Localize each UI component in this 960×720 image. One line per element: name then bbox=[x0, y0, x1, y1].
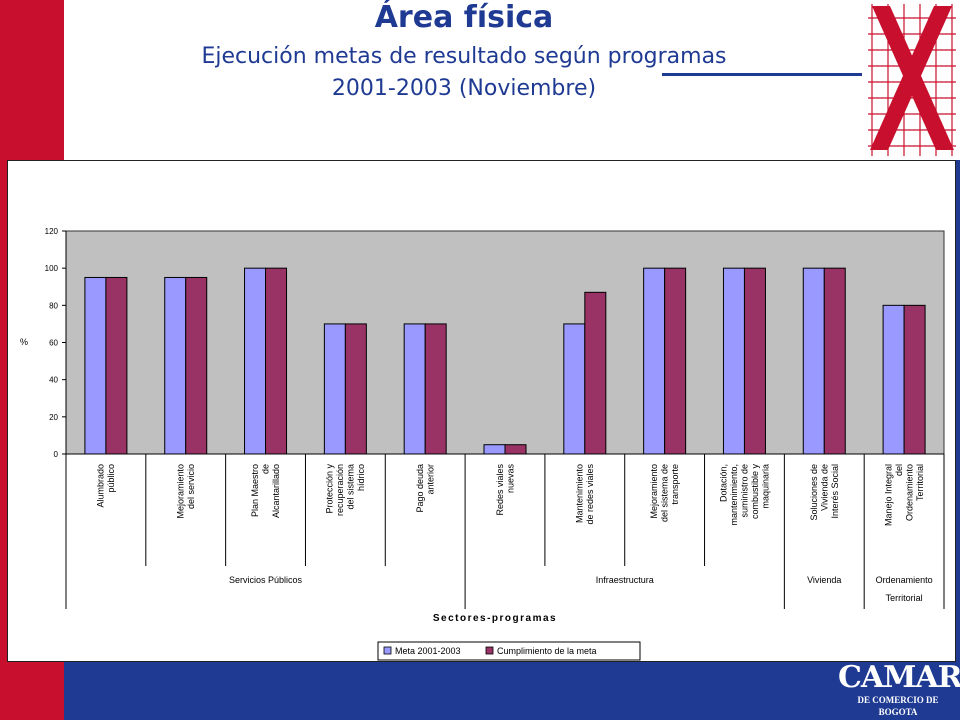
bar-cumplimiento-4 bbox=[344, 323, 367, 455]
bar-meta-4 bbox=[323, 323, 346, 455]
category-label-3: Plan Maestro de Alcantarillado bbox=[250, 464, 281, 518]
category-label-line: maquinaria bbox=[760, 464, 770, 509]
category-label-line: Protección y bbox=[325, 464, 335, 514]
group-label-3: Vivienda bbox=[807, 575, 841, 585]
category-label-line: mantenimiento, bbox=[729, 464, 739, 526]
category-label-line: Mantenimiento bbox=[575, 464, 585, 523]
category-label-line: suministro de bbox=[739, 464, 749, 518]
legend-swatch-1 bbox=[383, 646, 392, 655]
category-label-line: de redes viales bbox=[585, 464, 595, 525]
bar-meta-5 bbox=[403, 323, 426, 455]
category-label-9: Dotación, mantenimiento, suministro de comb… bbox=[718, 464, 770, 526]
category-label-8: Mejoramiento del sistema de transporte bbox=[649, 464, 680, 522]
category-label-line: Manejo Integral bbox=[883, 464, 893, 526]
y-tick-label: 100 bbox=[45, 264, 59, 273]
category-label-line: anterior bbox=[425, 464, 435, 495]
category-label-5: Pago deuda anterior bbox=[415, 464, 436, 513]
bar-cumplimiento-9 bbox=[743, 267, 766, 455]
bar-cumplimiento-10 bbox=[823, 267, 846, 455]
bar-meta-2 bbox=[164, 276, 187, 455]
category-label-line: de bbox=[261, 464, 271, 474]
category-label-line: público bbox=[106, 464, 116, 493]
legend-box bbox=[377, 641, 641, 661]
category-label-11: Manejo Integral del Ordenamiento Territoria… bbox=[883, 464, 925, 526]
y-axis-title: % bbox=[20, 337, 28, 347]
bar-cumplimiento-7 bbox=[584, 291, 607, 455]
group-label-1: Servicios Públicos bbox=[229, 575, 303, 585]
bar-cumplimiento-1 bbox=[105, 276, 128, 455]
category-label-line: del bbox=[894, 464, 904, 476]
category-label-line: Alcantarillado bbox=[271, 464, 281, 518]
slide-title: Área física bbox=[374, 0, 554, 35]
category-label-line: recuperación bbox=[335, 464, 345, 516]
category-label-6: Redes viales nuevas bbox=[495, 464, 516, 516]
category-label-line: hídrico bbox=[356, 464, 366, 491]
category-label-line: Plan Maestro bbox=[250, 464, 260, 517]
bar-cumplimiento-6 bbox=[504, 444, 527, 455]
title-rule bbox=[662, 73, 862, 76]
category-label-line: Soluciones de bbox=[809, 464, 819, 521]
title-area bbox=[64, 0, 864, 160]
category-label-line: del sistema de bbox=[660, 464, 670, 522]
category-label-10: Soluciones de Vivienda de Interés Social bbox=[809, 464, 840, 521]
y-tick-label: 40 bbox=[49, 376, 58, 385]
bar-meta-3 bbox=[244, 267, 267, 455]
slide-subtitle-line1: Ejecución metas de resultado según progr… bbox=[201, 44, 727, 69]
bar-meta-6 bbox=[483, 444, 506, 455]
bar-meta-11 bbox=[882, 304, 905, 455]
category-label-line: del servicio bbox=[186, 464, 196, 509]
bar-cumplimiento-8 bbox=[664, 267, 687, 455]
category-label-line: Vivienda de bbox=[819, 464, 829, 511]
slide-subtitle-line2: 2001-2003 (Noviembre) bbox=[331, 76, 597, 101]
group-label-4: Territorial bbox=[886, 593, 923, 603]
bar-meta-9 bbox=[722, 267, 745, 455]
category-label-line: Alumbrado bbox=[96, 464, 106, 508]
legend-label-2: Cumplimiento de la meta bbox=[497, 646, 597, 656]
category-label-line: Mejoramiento bbox=[649, 464, 659, 519]
y-tick-label: 20 bbox=[49, 413, 58, 422]
group-label-2: Infraestructura bbox=[596, 575, 654, 585]
legend: Meta 2001-2003 Cumplimiento de la meta bbox=[377, 641, 641, 661]
category-label-line: nuevas bbox=[505, 464, 515, 494]
brand-name: CAMARA bbox=[838, 660, 960, 695]
category-label-line: Interés Social bbox=[830, 464, 840, 519]
category-label-line: Pago deuda bbox=[415, 464, 425, 513]
bar-chart: 0 20 40 60 80 100 120 Alumbrado público Mejorami… bbox=[20, 227, 945, 661]
y-tick-label: 60 bbox=[49, 339, 58, 348]
chart-frame: 0 20 40 60 80 100 120 Alumbrado público Mejorami… bbox=[7, 160, 956, 662]
x-crosshatch-logo-icon bbox=[868, 4, 956, 156]
category-label-line: del sistema bbox=[346, 464, 356, 510]
category-label-line: Mejoramiento bbox=[175, 464, 185, 519]
category-label-line: transporte bbox=[670, 464, 680, 505]
category-label-line: Dotación, bbox=[718, 464, 728, 502]
y-tick-label: 80 bbox=[49, 301, 58, 310]
bar-meta-10 bbox=[802, 267, 825, 455]
bar-meta-7 bbox=[563, 323, 586, 455]
legend-swatch-2 bbox=[485, 646, 494, 655]
bar-meta-8 bbox=[643, 267, 666, 455]
legend-label-1: Meta 2001-2003 bbox=[395, 646, 461, 656]
category-label-2: Mejoramiento del servicio bbox=[175, 464, 196, 519]
y-tick-label: 120 bbox=[45, 227, 59, 236]
y-tick-label: 0 bbox=[54, 450, 59, 459]
category-label-line: Ordenamiento bbox=[904, 464, 914, 521]
category-label-7: Mantenimiento de redes viales bbox=[575, 464, 596, 525]
bar-cumplimiento-5 bbox=[424, 323, 447, 455]
x-axis-title: Sectores-programas bbox=[433, 613, 557, 624]
bar-cumplimiento-2 bbox=[185, 276, 208, 455]
bar-cumplimiento-11 bbox=[903, 304, 926, 455]
bar-meta-1 bbox=[84, 276, 107, 455]
group-label-4: Ordenamiento bbox=[876, 575, 933, 585]
plot-area bbox=[65, 230, 945, 455]
category-label-line: combustible y bbox=[750, 464, 760, 520]
category-label-line: Territorial bbox=[915, 464, 925, 501]
bar-cumplimiento-3 bbox=[265, 267, 288, 455]
category-label-line: Redes viales bbox=[495, 464, 505, 516]
category-label-1: Alumbrado público bbox=[96, 464, 117, 508]
category-label-4: Protección y recuperación del sistema hídri… bbox=[325, 464, 367, 517]
brand-subline: DE COMERCIO DE BOGOTA bbox=[857, 695, 939, 717]
brand-footer: CAMARA DE COMERCIO DE BOGOTA bbox=[838, 660, 960, 718]
